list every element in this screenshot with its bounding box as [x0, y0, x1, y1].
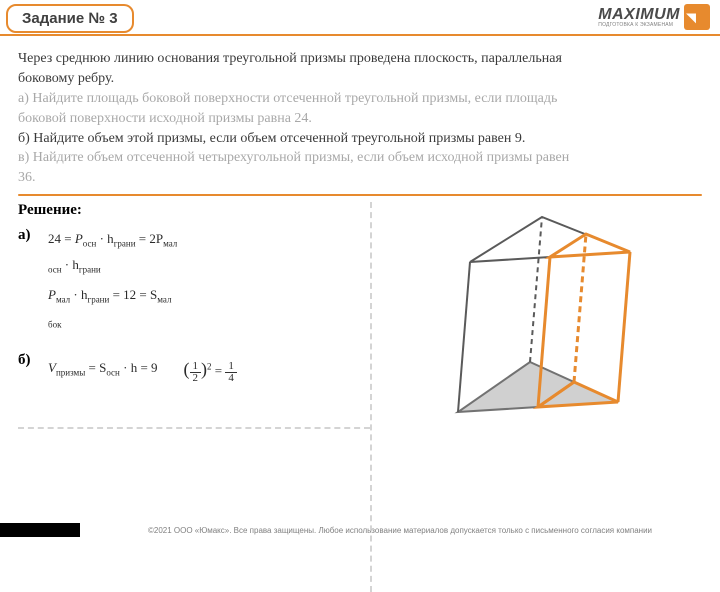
txt: грани: [79, 265, 101, 275]
formula-a-line2: Pмал · hграни = 12 = Sмалбок: [48, 283, 177, 334]
formula-b-main: Vпризмы = Sосн · h = 9: [48, 356, 158, 382]
txt: = S: [85, 360, 106, 375]
header: Задание № 3 MAXIMUM ПОДГОТОВКА К ЭКЗАМЕН…: [0, 0, 720, 42]
logo-subtitle: ПОДГОТОВКА К ЭКЗАМЕНАМ: [598, 22, 680, 28]
section-divider: [18, 194, 702, 196]
txt: 1: [190, 361, 202, 373]
txt: P: [48, 287, 56, 302]
txt: · h: [62, 257, 79, 272]
logo-arrow-icon: [684, 4, 710, 30]
txt: бок: [48, 320, 61, 330]
txt: мал: [157, 294, 171, 304]
problem-a-2: боковой поверхности исходной призмы равн…: [18, 110, 702, 129]
txt: 24 =: [48, 231, 75, 246]
problem-b: б) Найдите объем этой призмы, если объем…: [18, 130, 702, 149]
txt: · h: [96, 231, 113, 246]
step-a-label: а): [18, 227, 36, 244]
step-a-formula: 24 = Pосн · hграни = 2Pмалосн · hграни P…: [48, 227, 177, 334]
footer-copyright: ©2021 ООО «Юмакс». Все права защищены. Л…: [80, 526, 720, 535]
txt: осн: [83, 239, 97, 249]
step-b-label: б): [18, 352, 36, 369]
logo: MAXIMUM ПОДГОТОВКА К ЭКЗАМЕНАМ: [598, 4, 710, 30]
txt: грани: [114, 239, 136, 249]
footer: ©2021 ООО «Юмакс». Все права защищены. Л…: [0, 520, 720, 540]
txt: V: [48, 360, 56, 375]
problem-intro-2: боковому ребру.: [18, 70, 702, 89]
txt: мал: [56, 294, 70, 304]
formula-a-line1: 24 = Pосн · hграни = 2Pмалосн · hграни: [48, 227, 177, 278]
step-b: б) Vпризмы = Sосн · h = 9 (12)2 = 14: [18, 352, 358, 386]
solution-area: Решение: а) 24 = Pосн · hграни = 2Pмалос…: [18, 202, 702, 392]
txt: = 12 = S: [109, 287, 157, 302]
prism-figure: [418, 202, 668, 437]
solution-left: Решение: а) 24 = Pосн · hграни = 2Pмалос…: [18, 202, 358, 392]
txt: P: [75, 231, 83, 246]
task-badge: Задание № 3: [6, 4, 134, 33]
dashed-horizontal: [18, 427, 370, 429]
txt: грани: [88, 294, 110, 304]
txt: осн: [106, 368, 120, 378]
content: Через среднюю линию основания треугольно…: [0, 42, 720, 392]
problem-intro-1: Через среднюю линию основания треугольно…: [18, 50, 702, 69]
txt: мал: [163, 239, 177, 249]
txt: 4: [225, 373, 237, 384]
solution-title: Решение:: [18, 202, 358, 219]
txt: 1: [225, 361, 237, 373]
problem-v-2: 36.: [18, 169, 702, 188]
problem-a-1: а) Найдите площадь боковой поверхности о…: [18, 90, 702, 109]
formula-b-frac: (12)2 = 14: [184, 352, 237, 386]
txt: · h = 9: [120, 360, 158, 375]
txt: = 2P: [136, 231, 164, 246]
step-a: а) 24 = Pосн · hграни = 2Pмалосн · hгран…: [18, 227, 358, 334]
txt: · h: [70, 287, 87, 302]
txt: =: [212, 363, 226, 378]
txt: осн: [48, 265, 62, 275]
header-divider: [0, 34, 720, 36]
problem-text: Через среднюю линию основания треугольно…: [18, 50, 702, 188]
txt: 2: [190, 373, 202, 384]
footer-black-bar: [0, 523, 80, 537]
problem-v-1: в) Найдите объем отсеченной четырехуголь…: [18, 149, 702, 168]
step-b-formula: Vпризмы = Sосн · h = 9 (12)2 = 14: [48, 352, 237, 386]
txt: призмы: [56, 368, 85, 378]
